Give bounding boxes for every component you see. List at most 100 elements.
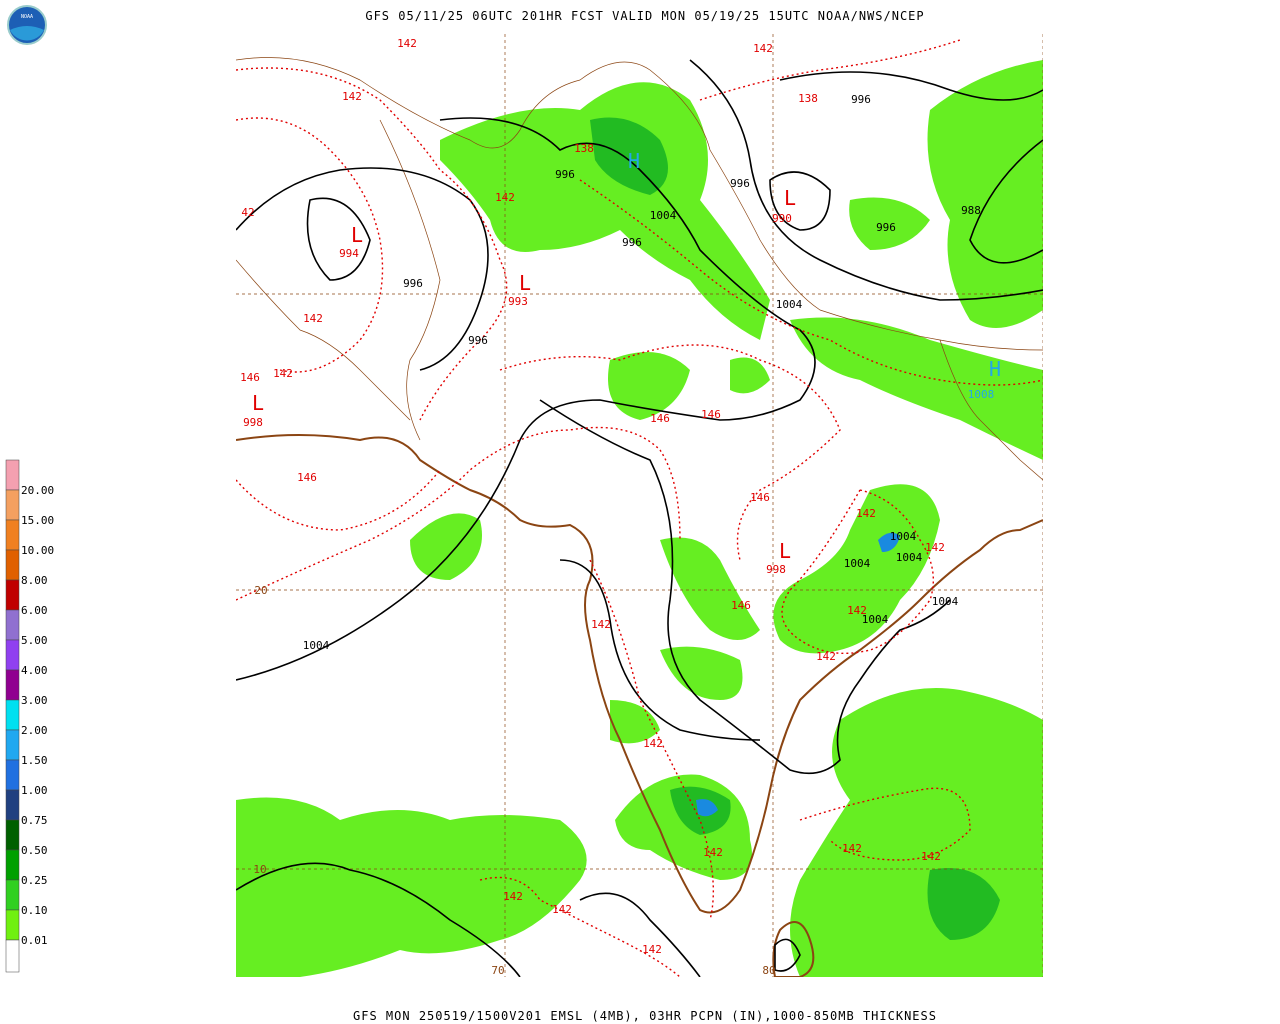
map-label: 142 <box>495 191 515 204</box>
map-label: 1004 <box>862 613 889 626</box>
legend-swatch <box>5 579 20 611</box>
map-label: 146 <box>297 471 317 484</box>
map-label: 146 <box>701 408 721 421</box>
map-label: 142 <box>816 650 836 663</box>
legend-label: 0.25 <box>21 874 48 887</box>
map-label: 20 <box>254 584 267 597</box>
map-label: L <box>519 271 531 295</box>
map-label: 988 <box>961 204 981 217</box>
legend-swatch <box>5 609 20 641</box>
isobars <box>236 59 1043 977</box>
map-label: 142 <box>703 846 723 859</box>
map-label: 138 <box>798 92 818 105</box>
map-label: 993 <box>508 295 528 308</box>
map-label: 1004 <box>890 530 917 543</box>
map-label: 996 <box>876 221 896 234</box>
map-label: 42 <box>241 206 254 219</box>
map-label: 142 <box>642 943 662 956</box>
legend-swatch <box>5 879 20 911</box>
map-label: L <box>784 186 796 210</box>
map-label: 996 <box>468 334 488 347</box>
legend-label: 2.00 <box>21 724 48 737</box>
legend-label: 8.00 <box>21 574 48 587</box>
map-label: L <box>779 539 791 563</box>
legend-swatch <box>5 819 20 851</box>
legend-label: 0.01 <box>21 934 48 947</box>
legend-label: 5.00 <box>21 634 48 647</box>
map-label: 142 <box>856 507 876 520</box>
map-label: 998 <box>243 416 263 429</box>
map-label: 142 <box>303 312 323 325</box>
legend-label: 15.00 <box>21 514 54 527</box>
map-label: 1008 <box>968 388 995 401</box>
map-label: 70 <box>491 964 504 977</box>
legend-swatch <box>5 669 20 701</box>
map-label: 142 <box>842 842 862 855</box>
map-label: 996 <box>403 277 423 290</box>
map-label: L <box>252 391 264 415</box>
map-label: 142 <box>643 737 663 750</box>
map-label: 996 <box>555 168 575 181</box>
map-label: 1004 <box>932 595 959 608</box>
legend-swatch <box>5 849 20 881</box>
legend-swatch <box>5 939 20 973</box>
legend-swatch <box>5 699 20 731</box>
map-label: 142 <box>753 42 773 55</box>
map-label: 142 <box>552 903 572 916</box>
map-label: 996 <box>622 236 642 249</box>
legend-swatch <box>5 489 20 521</box>
legend-label: 1.00 <box>21 784 48 797</box>
legend-label: 1.50 <box>21 754 48 767</box>
map-label: 146 <box>731 599 751 612</box>
legend-label: 0.50 <box>21 844 48 857</box>
map-label: 142 <box>921 850 941 863</box>
noaa-logo: NOAA <box>7 5 47 45</box>
logo-text: NOAA <box>21 14 33 20</box>
legend-swatch <box>5 519 20 551</box>
map-title: GFS 05/11/25 06UTC 201HR FCST VALID MON … <box>365 9 924 23</box>
legend-label: 0.75 <box>21 814 48 827</box>
legend-swatch <box>5 639 20 671</box>
legend-swatch <box>5 549 20 581</box>
map-label: 142 <box>925 541 945 554</box>
legend-label: 4.00 <box>21 664 48 677</box>
map-label: 1004 <box>776 298 803 311</box>
map-label: H <box>628 149 640 173</box>
legend-swatch <box>5 459 20 491</box>
map-label: 146 <box>650 412 670 425</box>
map-label: 1004 <box>650 209 677 222</box>
thickness-contours <box>236 39 1043 977</box>
legend-label: 3.00 <box>21 694 48 707</box>
map-label: 996 <box>730 177 750 190</box>
map-label: 142 <box>503 890 523 903</box>
map-label: 1004 <box>844 557 871 570</box>
map-caption: GFS MON 250519/1500V201 EMSL (4MB), 03HR… <box>353 1009 937 1023</box>
legend-label: 20.00 <box>21 484 54 497</box>
map-label: 10 <box>253 863 266 876</box>
map-label: 142 <box>397 37 417 50</box>
legend-label: 6.00 <box>21 604 48 617</box>
map-label: 1004 <box>896 551 923 564</box>
map-label: H <box>989 357 1001 381</box>
map-label: 990 <box>772 212 792 225</box>
map-label: 994 <box>339 247 359 260</box>
legend-swatch <box>5 729 20 761</box>
precip-legend: 20.00 15.00 10.00 8.00 6.00 5.00 4.00 3.00 2.00 1… <box>5 459 54 973</box>
legend-swatch <box>5 759 20 791</box>
map-label: 142 <box>847 604 867 617</box>
map-label: 80 <box>762 964 775 977</box>
map-label: 142 <box>591 618 611 631</box>
map-label: 998 <box>766 563 786 576</box>
coastlines <box>236 57 1043 977</box>
legend-label: 10.00 <box>21 544 54 557</box>
legend-label: 0.10 <box>21 904 48 917</box>
map-label: 1004 <box>303 639 330 652</box>
legend-swatch <box>5 909 20 941</box>
map-label: 996 <box>851 93 871 106</box>
map-label: 142 <box>273 367 293 380</box>
map-label: L <box>351 223 363 247</box>
map-label: 146 <box>240 371 260 384</box>
